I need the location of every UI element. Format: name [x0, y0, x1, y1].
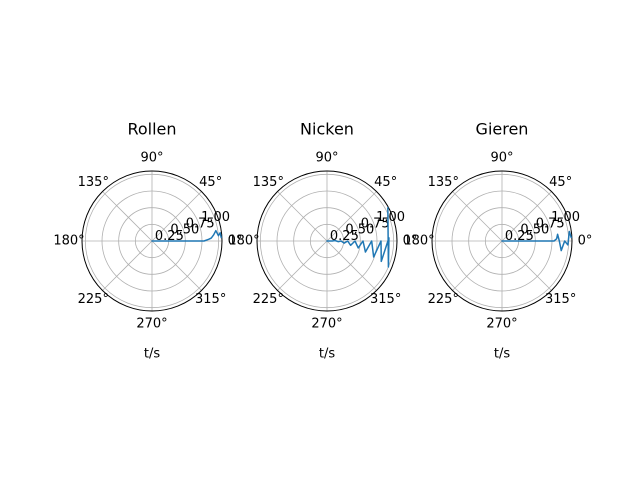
theta-tick-label: 90° — [315, 151, 338, 166]
theta-tick-label: 315° — [370, 292, 401, 307]
theta-tick-label: 180° — [228, 234, 259, 249]
polar-frame — [256, 170, 398, 312]
r-tick-label: 0.50 — [520, 223, 549, 238]
x-axis-label: t/s — [319, 347, 335, 362]
series-line — [326, 207, 390, 268]
theta-tick-label: 315° — [195, 292, 226, 307]
chart-title: Gieren — [476, 120, 529, 139]
chart-title: Nicken — [300, 120, 354, 139]
r-tick-label: 1.00 — [201, 210, 230, 225]
theta-tick-label: 225° — [78, 292, 109, 307]
angular-gridline — [452, 240, 503, 291]
theta-tick-label: 135° — [428, 175, 459, 190]
r-tick-label: 0.25 — [330, 229, 359, 244]
theta-tick-label: 0° — [403, 234, 418, 249]
r-tick-label: 0.50 — [170, 223, 199, 238]
polar-frame — [431, 170, 573, 312]
theta-tick-label: 0° — [228, 234, 243, 249]
chart-title: Rollen — [127, 120, 176, 139]
angular-gridline — [452, 191, 503, 242]
theta-tick-label: 270° — [486, 317, 517, 332]
theta-tick-label: 270° — [136, 317, 167, 332]
theta-tick-label: 0° — [578, 234, 593, 249]
theta-tick-label: 135° — [253, 175, 284, 190]
angular-gridline — [151, 191, 202, 242]
angular-gridline — [277, 240, 328, 291]
r-tick-label: 0.50 — [345, 223, 374, 238]
r-tick-label: 0.75 — [361, 216, 390, 231]
polar-chart-2: 0° 45° 90° 135° 180° 225° 270° 315° 0.250.500.75… — [228, 120, 417, 362]
angular-gridline — [326, 191, 377, 242]
theta-tick-label: 135° — [78, 175, 109, 190]
theta-tick-label: 180° — [53, 234, 84, 249]
r-tick-label: 1.00 — [551, 210, 580, 225]
theta-tick-label: 315° — [545, 292, 576, 307]
theta-tick-label: 270° — [311, 317, 342, 332]
x-axis-label: t/s — [144, 347, 160, 362]
x-axis-label: t/s — [494, 347, 510, 362]
r-tick-label: 1.00 — [376, 210, 405, 225]
theta-tick-label: 90° — [140, 151, 163, 166]
r-tick-label: 0.75 — [536, 216, 565, 231]
theta-tick-label: 45° — [374, 175, 397, 190]
angular-gridline — [102, 240, 153, 291]
angular-gridline — [102, 191, 153, 242]
theta-tick-label: 180° — [403, 234, 434, 249]
angular-gridline — [151, 240, 202, 291]
angular-gridline — [277, 191, 328, 242]
r-tick-label: 0.75 — [186, 216, 215, 231]
polar-chart-1: 0°45°90°135°180°225°270°315°0.250.500.75… — [53, 120, 242, 362]
theta-tick-label: 45° — [549, 175, 572, 190]
theta-tick-label: 45° — [199, 175, 222, 190]
polar-frame — [81, 170, 223, 312]
theta-tick-label: 225° — [428, 292, 459, 307]
theta-tick-label: 90° — [490, 151, 513, 166]
angular-gridline — [326, 240, 377, 291]
angular-gridline — [501, 191, 552, 242]
angular-gridline — [501, 240, 552, 291]
polar-chart-3: 0°45°90°135°180°225°270°315°0.250.500.75… — [403, 120, 592, 362]
theta-tick-label: 225° — [253, 292, 284, 307]
series-line — [501, 230, 572, 252]
series-line — [151, 229, 222, 242]
